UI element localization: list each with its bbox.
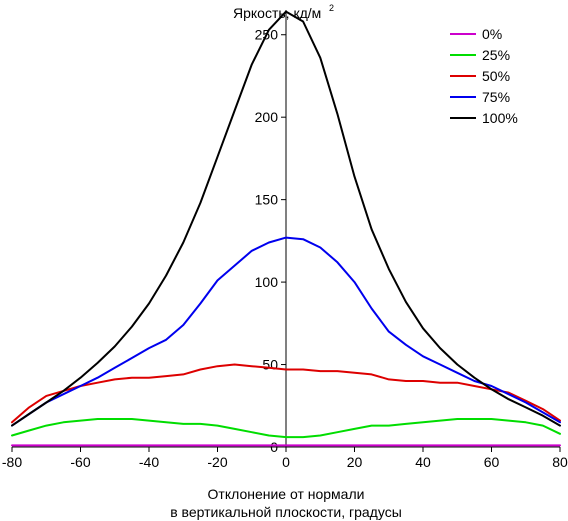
legend-label: 100% [482,110,518,126]
x-tick-label: 40 [415,454,431,470]
legend-label: 75% [482,89,510,105]
x-tick-label: 80 [552,454,568,470]
x-tick-label: 0 [282,454,290,470]
x-axis-title: Отклонение от нормали в вертикальной пло… [170,486,402,520]
series-lines [11,10,561,447]
x-tick-label: -60 [70,454,90,470]
x-tick-label: -20 [207,454,227,470]
y-axis-title-text: Яркость, кд/м [233,5,321,21]
y-axis-title: Яркость, кд/м 2 [233,3,334,21]
y-tick-label: 200 [255,109,279,125]
y-axis-title-superscript: 2 [329,3,334,13]
x-tick-label: -80 [2,454,22,470]
x-axis-title-line-2: в вертикальной плоскости, градусы [170,504,402,520]
series-line-75-pct [11,236,561,427]
y-tick-label: 150 [255,192,279,208]
legend-label: 25% [482,47,510,63]
x-tick-label: 20 [347,454,363,470]
series-line-100-pct [11,10,561,427]
y-tick-label: 0 [270,439,278,455]
y-tick-label: 100 [255,274,279,290]
x-tick-label: 60 [484,454,500,470]
x-axis-title-line-1: Отклонение от нормали [208,486,365,502]
legend-label: 0% [482,26,502,42]
x-tick-label: -40 [139,454,159,470]
legend-label: 50% [482,68,510,84]
series-line-25-pct [11,418,561,439]
series-line-50-pct [11,363,561,424]
y-tick-label: 50 [262,357,278,373]
legend: 0% 25% 50% 75% 100% [450,26,518,126]
